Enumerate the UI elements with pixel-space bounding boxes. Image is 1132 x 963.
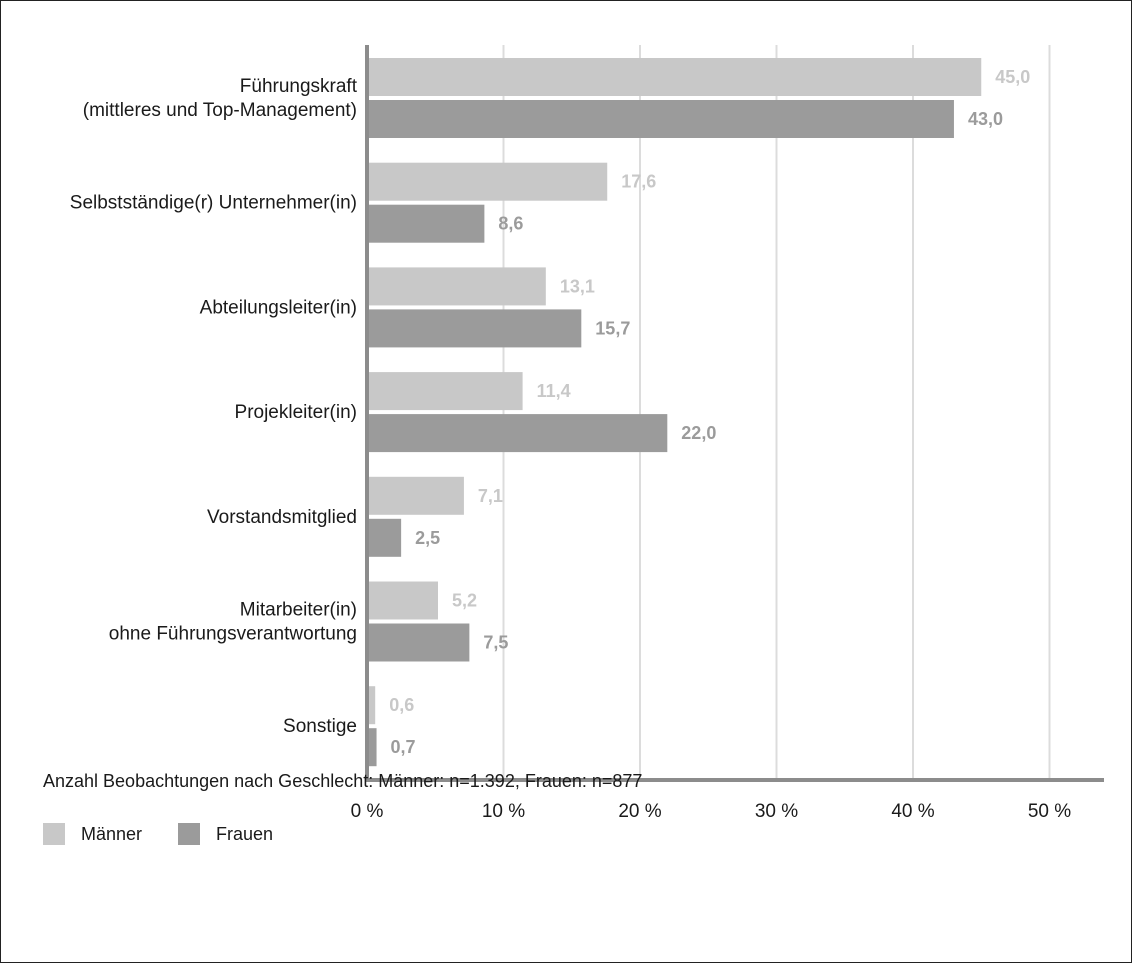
bar-frauen-5 <box>367 623 470 662</box>
bar-männer-5 <box>367 581 438 620</box>
legend-item-frauen: Frauen <box>178 823 273 845</box>
value-label-männer-5: 5,2 <box>452 591 477 611</box>
category-label-4-0: Vorstandsmitglied <box>207 507 357 528</box>
bar-männer-6 <box>367 686 376 725</box>
value-label-frauen-3: 22,0 <box>681 423 716 443</box>
value-label-frauen-2: 15,7 <box>595 318 630 338</box>
legend: Männer Frauen <box>43 823 309 845</box>
legend-swatch-frauen <box>178 823 201 845</box>
bar-frauen-4 <box>367 518 402 557</box>
bar-männer-4 <box>367 476 464 515</box>
bar-männer-2 <box>367 267 546 306</box>
x-tick-label-20: 20 % <box>618 801 661 822</box>
value-label-frauen-1: 8,6 <box>498 214 523 234</box>
value-label-frauen-6: 0,7 <box>391 737 416 757</box>
legend-item-maenner: Männer <box>43 823 142 845</box>
legend-label-frauen: Frauen <box>216 823 274 844</box>
value-label-frauen-5: 7,5 <box>483 633 508 653</box>
bar-frauen-3 <box>367 414 668 453</box>
bar-frauen-0 <box>367 100 954 138</box>
category-label-3-0: Projekleiter(in) <box>235 402 357 423</box>
x-tick-label-10: 10 % <box>482 801 525 822</box>
category-label-5-1: ohne Führungsverantwortung <box>109 624 357 645</box>
x-tick-label-30: 30 % <box>755 801 798 822</box>
bar-männer-3 <box>367 372 523 411</box>
value-label-frauen-0: 43,0 <box>968 109 1003 129</box>
observation-note: Anzahl Beobachtungen nach Geschlecht: Mä… <box>43 771 643 791</box>
category-label-2-0: Abteilungsleiter(in) <box>200 297 357 318</box>
value-label-männer-2: 13,1 <box>560 276 595 296</box>
value-label-männer-1: 17,6 <box>621 172 656 192</box>
category-label-1-0: Selbstständige(r) Unternehmer(in) <box>70 193 357 214</box>
bar-frauen-2 <box>367 309 582 348</box>
category-label-0-1: (mittleres und Top-Management) <box>83 100 357 121</box>
bar-chart: 45,0 43,0 Führungskraft (mittleres und Top-… <box>70 45 1104 822</box>
category-label-5-0: Mitarbeiter(in) <box>240 600 357 621</box>
category-label-0-0: Führungskraft <box>240 76 358 97</box>
value-label-frauen-4: 2,5 <box>415 528 440 548</box>
bar-frauen-6 <box>367 728 377 767</box>
value-label-männer-4: 7,1 <box>478 486 503 506</box>
value-label-männer-6: 0,6 <box>389 695 414 715</box>
value-label-männer-3: 11,4 <box>537 381 571 401</box>
value-label-männer-0: 45,0 <box>995 67 1030 87</box>
legend-label-maenner: Männer <box>81 823 143 844</box>
x-tick-label-0: 0 % <box>351 801 384 822</box>
legend-swatch-maenner <box>43 823 65 845</box>
bar-männer-1 <box>367 162 608 201</box>
x-tick-label-40: 40 % <box>891 801 934 822</box>
bar-frauen-1 <box>367 204 485 243</box>
x-tick-label-50: 50 % <box>1028 801 1071 822</box>
bar-männer-0 <box>367 58 982 96</box>
category-label-6-0: Sonstige <box>283 716 357 737</box>
